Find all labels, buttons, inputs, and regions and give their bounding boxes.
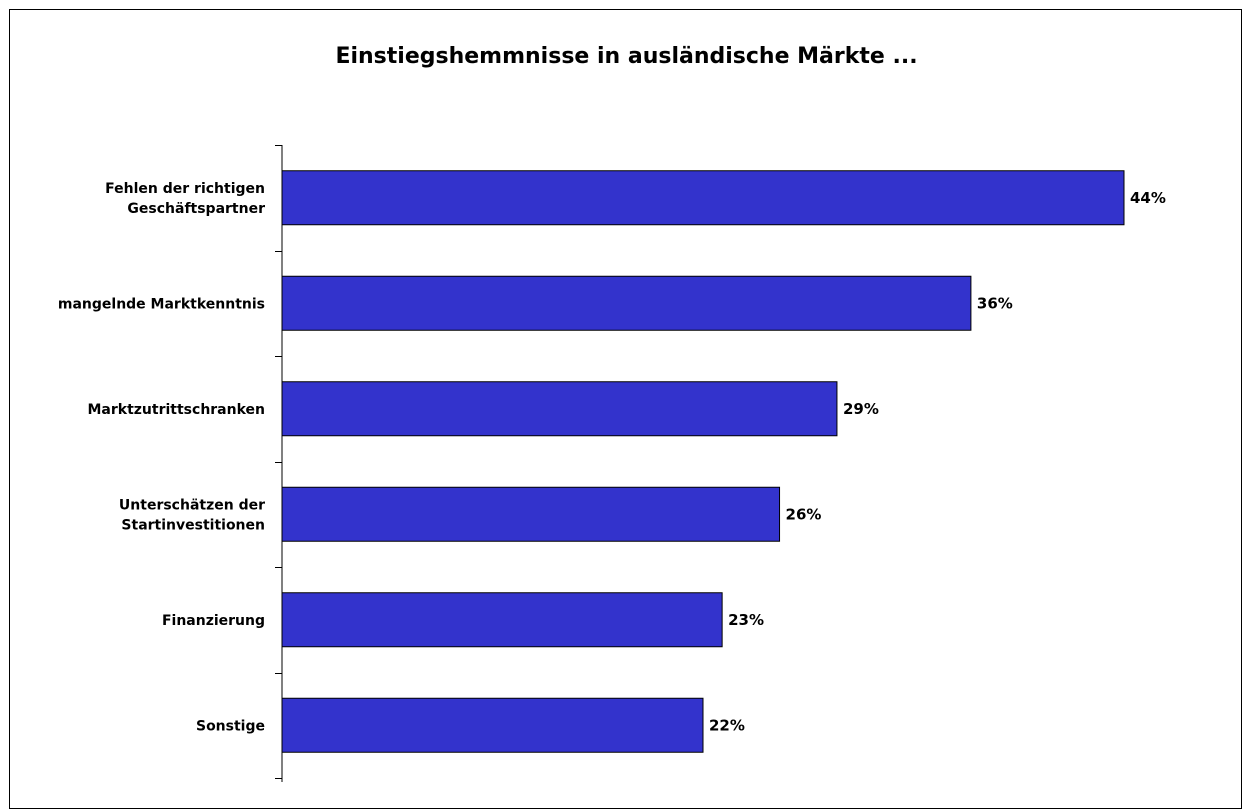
category-label: mangelnde Marktkenntnis — [58, 296, 265, 312]
category-label: Fehlen der richtigen Geschäftspartner — [105, 181, 265, 217]
axis-layer — [275, 145, 283, 782]
bar — [281, 170, 1125, 226]
category-label: Unterschätzen der Startinvestitionen — [119, 497, 265, 533]
bar — [281, 486, 781, 542]
bar-chart: 44% Fehlen der richtigen Geschäftspartner 3… — [58, 145, 1166, 782]
bar — [281, 381, 838, 437]
bar — [281, 592, 723, 648]
value-label: 29% — [843, 400, 879, 418]
value-label: 23% — [728, 611, 764, 629]
value-label: 22% — [709, 716, 745, 734]
bar-layer — [281, 170, 1125, 753]
category-label: Finanzierung — [162, 613, 265, 629]
value-label: 44% — [1130, 189, 1166, 207]
chart-title: Einstiegshemmnisse in ausländische Märkt… — [335, 44, 918, 69]
category-label: Sonstige — [196, 718, 265, 734]
category-label: Marktzutrittschranken — [88, 402, 266, 418]
label-layer: 44% Fehlen der richtigen Geschäftspartner 3… — [58, 181, 1166, 735]
bar — [281, 275, 972, 331]
value-label: 36% — [977, 294, 1013, 312]
value-label: 26% — [786, 505, 822, 523]
bar — [281, 697, 704, 753]
